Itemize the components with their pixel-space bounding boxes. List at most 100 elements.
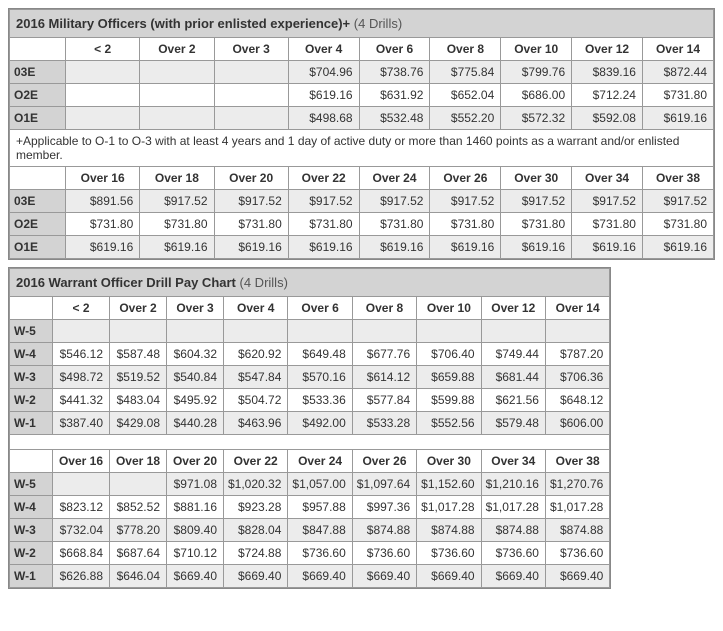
pay-cell: $1,152.60 [417, 473, 481, 496]
pay-cell [66, 84, 140, 107]
col-header: Over 22 [224, 450, 288, 473]
pay-cell: $778.20 [110, 519, 167, 542]
pay-cell [167, 320, 224, 343]
col-header: Over 6 [288, 297, 352, 320]
pay-cell: $659.88 [417, 366, 481, 389]
grade-cell: 03E [10, 61, 66, 84]
pay-cell: $917.52 [214, 190, 288, 213]
col-header: Over 10 [417, 297, 481, 320]
pay-cell: $872.44 [642, 61, 713, 84]
table-row: O1E$619.16$619.16$619.16$619.16$619.16$6… [10, 236, 714, 259]
col-header: Over 8 [352, 297, 416, 320]
col-header: Over 20 [167, 450, 224, 473]
pay-cell: $669.40 [224, 565, 288, 588]
pay-cell: $669.40 [545, 565, 609, 588]
pay-cell: $839.16 [572, 61, 643, 84]
table-row: W-2$441.32$483.04$495.92$504.72$533.36$5… [10, 389, 610, 412]
officers-title: 2016 Military Officers (with prior enlis… [10, 10, 714, 38]
col-header: < 2 [53, 297, 110, 320]
col-header: < 2 [66, 38, 140, 61]
pay-cell: $599.88 [417, 389, 481, 412]
pay-cell: $997.36 [352, 496, 416, 519]
pay-cell: $669.40 [167, 565, 224, 588]
pay-cell: $874.88 [417, 519, 481, 542]
col-header: Over 26 [352, 450, 416, 473]
pay-cell: $874.88 [481, 519, 545, 542]
pay-cell: $620.92 [224, 343, 288, 366]
pay-cell: $731.80 [288, 213, 359, 236]
pay-cell: $917.52 [140, 190, 214, 213]
pay-cell: $619.16 [288, 236, 359, 259]
pay-cell [352, 320, 416, 343]
pay-cell: $547.84 [224, 366, 288, 389]
pay-cell: $736.60 [545, 542, 609, 565]
pay-cell [214, 107, 288, 130]
col-grade-blank [10, 167, 66, 190]
col-header: Over 20 [214, 167, 288, 190]
col-header: Over 4 [224, 297, 288, 320]
table-row: W-4$823.12$852.52$881.16$923.28$957.88$9… [10, 496, 610, 519]
officers-title-main: 2016 Military Officers (with prior enlis… [16, 16, 350, 31]
pay-cell: $828.04 [224, 519, 288, 542]
pay-cell: $546.12 [53, 343, 110, 366]
pay-cell: $917.52 [288, 190, 359, 213]
pay-cell [66, 107, 140, 130]
pay-cell: $498.68 [288, 107, 359, 130]
pay-cell: $440.28 [167, 412, 224, 435]
pay-cell: $731.80 [214, 213, 288, 236]
table-row: W-1$387.40$429.08$440.28$463.96$492.00$5… [10, 412, 610, 435]
col-header: Over 2 [140, 38, 214, 61]
pay-cell: $687.64 [110, 542, 167, 565]
grade-cell: W-4 [10, 343, 53, 366]
table-row: W-5$971.08$1,020.32$1,057.00$1,097.64$1,… [10, 473, 610, 496]
pay-cell [224, 320, 288, 343]
pay-cell: $648.12 [545, 389, 609, 412]
pay-cell: $495.92 [167, 389, 224, 412]
table-row: W-4$546.12$587.48$604.32$620.92$649.48$6… [10, 343, 610, 366]
pay-cell: $606.00 [545, 412, 609, 435]
pay-cell: $706.36 [545, 366, 609, 389]
pay-cell: $917.52 [572, 190, 643, 213]
table-row: W-3$732.04$778.20$809.40$828.04$847.88$8… [10, 519, 610, 542]
grade-cell: O2E [10, 213, 66, 236]
table-row: O2E$619.16$631.92$652.04$686.00$712.24$7… [10, 84, 714, 107]
col-header: Over 12 [572, 38, 643, 61]
col-header: Over 26 [430, 167, 501, 190]
col-header: Over 16 [66, 167, 140, 190]
pay-cell: $736.60 [352, 542, 416, 565]
col-header: Over 3 [214, 38, 288, 61]
pay-cell [417, 320, 481, 343]
col-header: Over 30 [417, 450, 481, 473]
pay-cell: $387.40 [53, 412, 110, 435]
pay-cell: $668.84 [53, 542, 110, 565]
pay-cell: $552.56 [417, 412, 481, 435]
col-grade-blank [10, 450, 53, 473]
pay-cell: $669.40 [481, 565, 545, 588]
pay-cell: $604.32 [167, 343, 224, 366]
pay-cell [545, 320, 609, 343]
pay-cell: $917.52 [501, 190, 572, 213]
pay-cell: $731.80 [430, 213, 501, 236]
pay-cell [140, 61, 214, 84]
pay-cell: $923.28 [224, 496, 288, 519]
pay-cell: $799.76 [501, 61, 572, 84]
pay-cell: $917.52 [430, 190, 501, 213]
table-row: O2E$731.80$731.80$731.80$731.80$731.80$7… [10, 213, 714, 236]
pay-cell: $619.16 [501, 236, 572, 259]
pay-cell: $649.48 [288, 343, 352, 366]
pay-cell: $533.28 [352, 412, 416, 435]
pay-cell: $1,210.16 [481, 473, 545, 496]
warrant-pay-table: 2016 Warrant Officer Drill Pay Chart (4 … [8, 267, 611, 589]
col-header: Over 8 [430, 38, 501, 61]
pay-cell: $619.16 [359, 236, 430, 259]
pay-cell [288, 320, 352, 343]
pay-cell: $1,017.28 [545, 496, 609, 519]
pay-cell: $577.84 [352, 389, 416, 412]
table-row: W-3$498.72$519.52$540.84$547.84$570.16$6… [10, 366, 610, 389]
pay-cell: $619.16 [642, 107, 713, 130]
pay-cell: $621.56 [481, 389, 545, 412]
pay-cell: $570.16 [288, 366, 352, 389]
pay-cell: $619.16 [140, 236, 214, 259]
pay-cell: $852.52 [110, 496, 167, 519]
pay-cell [110, 473, 167, 496]
